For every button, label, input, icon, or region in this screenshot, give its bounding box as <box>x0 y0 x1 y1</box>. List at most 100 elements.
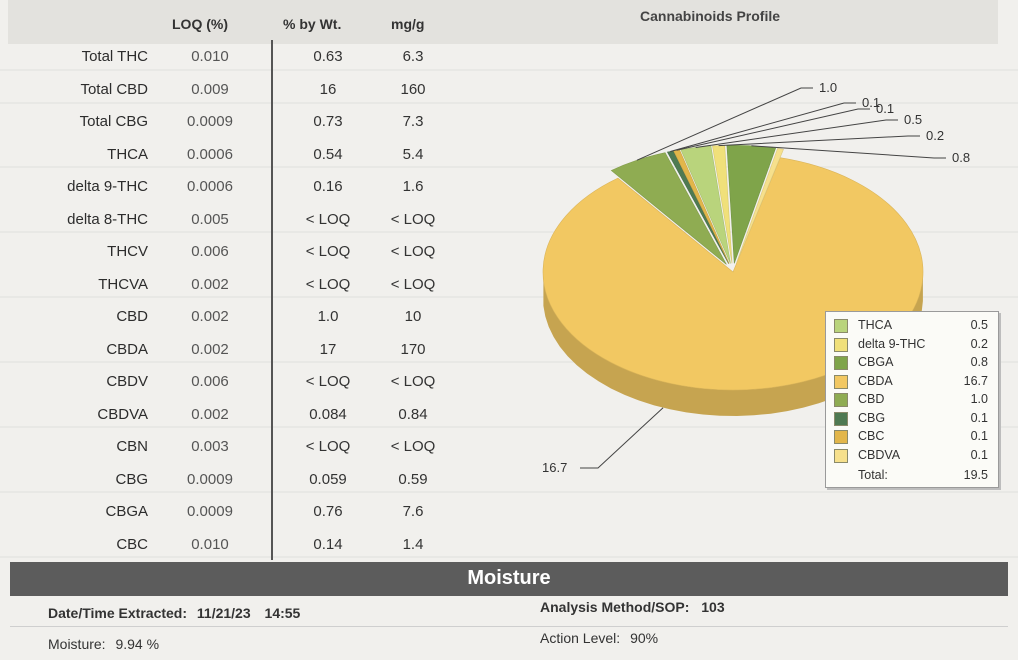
analyte-name: CBG <box>115 470 148 488</box>
legend-swatch <box>834 319 848 333</box>
legend-item: CBGA 0.8 <box>834 354 994 372</box>
table-row: THCV 0.006 < LOQ < LOQ <box>0 237 470 267</box>
mg-value: 10 <box>404 308 422 325</box>
loq-value: 0.006 <box>191 243 229 260</box>
legend-item: delta 9-THC 0.2 <box>834 336 994 354</box>
table-row: Total THC 0.010 0.63 6.3 <box>0 42 470 72</box>
table-row: CBDA 0.002 17 170 <box>0 335 470 365</box>
legend-swatch <box>834 393 848 407</box>
mg-value: < LOQ <box>390 210 436 228</box>
legend-name: CBG <box>858 410 886 425</box>
legend-total-value: 19.5 <box>963 468 988 482</box>
loq-value: 0.010 <box>191 535 229 553</box>
table-row: delta 9-THC 0.0006 0.16 1.6 <box>0 172 470 202</box>
legend-name: CBGA <box>858 355 894 369</box>
analyte-name: CBC <box>116 535 148 553</box>
analyte-name: CBGA <box>105 503 148 520</box>
header-band <box>8 0 998 44</box>
analyte-name: delta 8-THC <box>67 210 148 228</box>
pct-value: < LOQ <box>305 210 351 228</box>
legend-swatch <box>834 411 848 426</box>
method-value: 103 <box>701 599 725 615</box>
mg-value: 1.4 <box>402 535 424 553</box>
legend-item: CBDA 16.7 <box>834 373 994 391</box>
legend-value: 16.7 <box>963 373 988 388</box>
pie-data-label: 0.1 <box>862 95 880 110</box>
mg-value: < LOQ <box>390 373 436 390</box>
mg-value: < LOQ <box>390 243 436 260</box>
analyte-name: THCV <box>107 243 148 260</box>
legend-swatch <box>834 448 848 463</box>
moisture-label: Moisture: <box>48 636 106 652</box>
table-row: CBD 0.002 1.0 10 <box>0 302 470 332</box>
method-label: Analysis Method/SOP: <box>540 599 690 615</box>
loq-value: 0.003 <box>191 438 229 455</box>
legend-item: CBD 1.0 <box>834 391 994 409</box>
mg-value: 0.59 <box>398 470 428 488</box>
table-row: CBGA 0.0009 0.76 7.6 <box>0 497 470 527</box>
analyte-name: THCVA <box>98 275 148 293</box>
table-divider <box>271 40 273 560</box>
legend-swatch <box>834 337 848 352</box>
table-row: CBDV 0.006 < LOQ < LOQ <box>0 367 470 397</box>
mg-value: 160 <box>400 80 426 98</box>
analyte-name: CBDV <box>106 373 148 390</box>
legend-name: THCA <box>858 318 893 332</box>
pie-data-label: 0.5 <box>904 112 922 127</box>
pie-leader-line <box>695 119 898 148</box>
loq-value: 0.0006 <box>187 145 233 163</box>
legend-item: CBDVA 0.1 <box>834 447 994 465</box>
legend-name: CBDA <box>858 373 893 388</box>
pct-value: < LOQ <box>305 438 351 455</box>
pct-value: 16 <box>319 80 337 98</box>
footer-divider <box>10 626 1008 627</box>
loq-value: 0.009 <box>191 80 229 98</box>
date-extracted: Date/Time Extracted: 11/21/23 14:55 <box>48 605 300 621</box>
pie-data-label: 1.0 <box>819 80 837 95</box>
pct-value: 0.63 <box>313 48 343 65</box>
moisture-result: Moisture: 9.94 % <box>48 636 159 652</box>
loq-value: 0.010 <box>191 48 229 65</box>
pct-value: < LOQ <box>305 373 351 390</box>
pie-data-label: 0.1 <box>876 101 894 116</box>
pct-value: 17 <box>319 340 337 358</box>
pie-chart: 16.7 1.0 0.10.1 0.5 0.2 0.8 <box>542 80 970 475</box>
loq-value: 0.0009 <box>187 503 233 520</box>
mg-value: 1.6 <box>402 178 424 195</box>
chart-legend: THCA 0.5 delta 9-THC 0.2 CBGA 0.8 CBDA 16.7 CBD 1… <box>825 311 999 488</box>
loq-value: 0.002 <box>191 308 229 325</box>
legend-name: CBD <box>858 392 885 406</box>
moisture-banner: Moisture <box>10 562 1008 596</box>
loq-value: 0.002 <box>191 340 229 358</box>
pct-value: < LOQ <box>305 243 351 260</box>
pie-leader-line <box>676 108 870 151</box>
legend-value: 0.8 <box>970 355 988 369</box>
pie-data-label: 16.7 <box>542 460 567 475</box>
table-row: delta 8-THC 0.005 < LOQ < LOQ <box>0 205 470 235</box>
pie-leader-line <box>580 407 664 469</box>
pct-value: 1.0 <box>317 308 339 325</box>
pct-value: 0.14 <box>313 535 343 553</box>
analyte-name: CBD <box>116 308 148 325</box>
loq-value: 0.0009 <box>187 470 233 488</box>
date-label: Date/Time Extracted: <box>48 605 188 621</box>
analyte-name: Total THC <box>81 48 148 65</box>
loq-value: 0.002 <box>191 405 229 423</box>
action-level: Action Level: 90% <box>540 630 658 646</box>
pie-slice-cbdva <box>735 148 784 264</box>
analyte-name: CBN <box>116 438 148 455</box>
loq-value: 0.002 <box>191 275 229 293</box>
analyte-name: Total CBG <box>79 113 148 130</box>
pie-leader-line <box>751 145 946 159</box>
legend-swatch <box>834 356 848 370</box>
action-value: 90% <box>630 630 659 646</box>
legend-name: CBC <box>858 429 885 443</box>
table-row: CBC 0.010 0.14 1.4 <box>0 530 470 560</box>
pct-value: 0.76 <box>313 503 343 520</box>
pct-value: 0.084 <box>309 405 347 423</box>
legend-value: 0.2 <box>970 336 988 351</box>
table-row: THCVA 0.002 < LOQ < LOQ <box>0 270 470 300</box>
legend-item: CBG 0.1 <box>834 410 994 428</box>
loq-header: LOQ (%) <box>172 16 228 32</box>
mg-value: 5.4 <box>402 145 424 163</box>
